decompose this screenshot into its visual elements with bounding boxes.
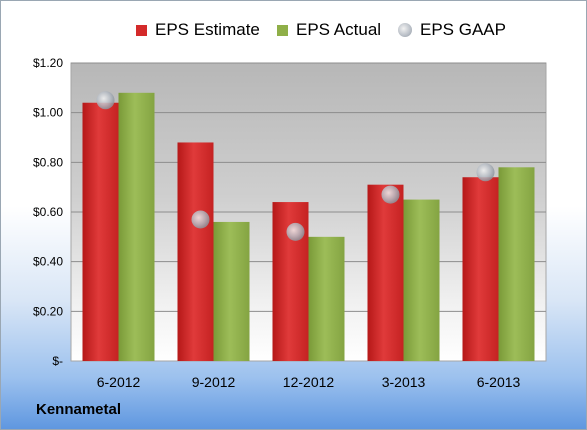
marker-eps-gaap — [286, 222, 305, 241]
legend-item-eps-actual: EPS Actual — [277, 17, 381, 43]
y-tick-label: $0.20 — [33, 304, 63, 318]
bar-eps-actual — [403, 199, 440, 361]
legend-swatch-eps-actual — [277, 24, 288, 36]
marker-eps-gaap — [381, 185, 400, 204]
y-tick-label: $0.80 — [33, 155, 63, 169]
y-tick-label: $0.40 — [33, 255, 63, 269]
bar-eps-actual — [308, 236, 345, 361]
marker-eps-gaap — [476, 163, 495, 182]
y-tick-label: $- — [52, 354, 63, 368]
x-tick-label: 6-2012 — [97, 374, 141, 390]
chart-legend: EPS Estimate EPS Actual EPS GAAP — [1, 17, 587, 43]
legend-label-eps-estimate: EPS Estimate — [155, 20, 260, 39]
x-tick-label: 12-2012 — [283, 374, 335, 390]
company-name: Kennametal — [36, 401, 122, 418]
marker-eps-gaap — [191, 210, 210, 229]
y-tick-label: $1.20 — [33, 56, 63, 70]
legend-label-eps-gaap: EPS GAAP — [420, 20, 506, 39]
x-tick-label: 6-2013 — [477, 374, 521, 390]
x-tick-label: 3-2013 — [382, 374, 426, 390]
y-tick-label: $1.00 — [33, 106, 63, 120]
legend-marker-eps-gaap — [398, 23, 412, 37]
bar-eps-actual — [213, 221, 250, 361]
bar-eps-actual — [498, 167, 535, 361]
bar-eps-actual — [118, 92, 155, 362]
bar-eps-estimate — [177, 142, 214, 361]
bar-eps-estimate — [82, 102, 119, 361]
bar-eps-estimate — [367, 184, 404, 361]
bar-eps-estimate — [462, 177, 499, 361]
legend-item-eps-estimate: EPS Estimate — [136, 17, 260, 43]
legend-swatch-eps-estimate — [136, 24, 147, 36]
x-tick-label: 9-2012 — [192, 374, 236, 390]
marker-eps-gaap — [96, 91, 115, 110]
legend-label-eps-actual: EPS Actual — [296, 20, 382, 39]
legend-item-eps-gaap: EPS GAAP — [398, 17, 506, 43]
y-tick-label: $0.60 — [33, 205, 63, 219]
